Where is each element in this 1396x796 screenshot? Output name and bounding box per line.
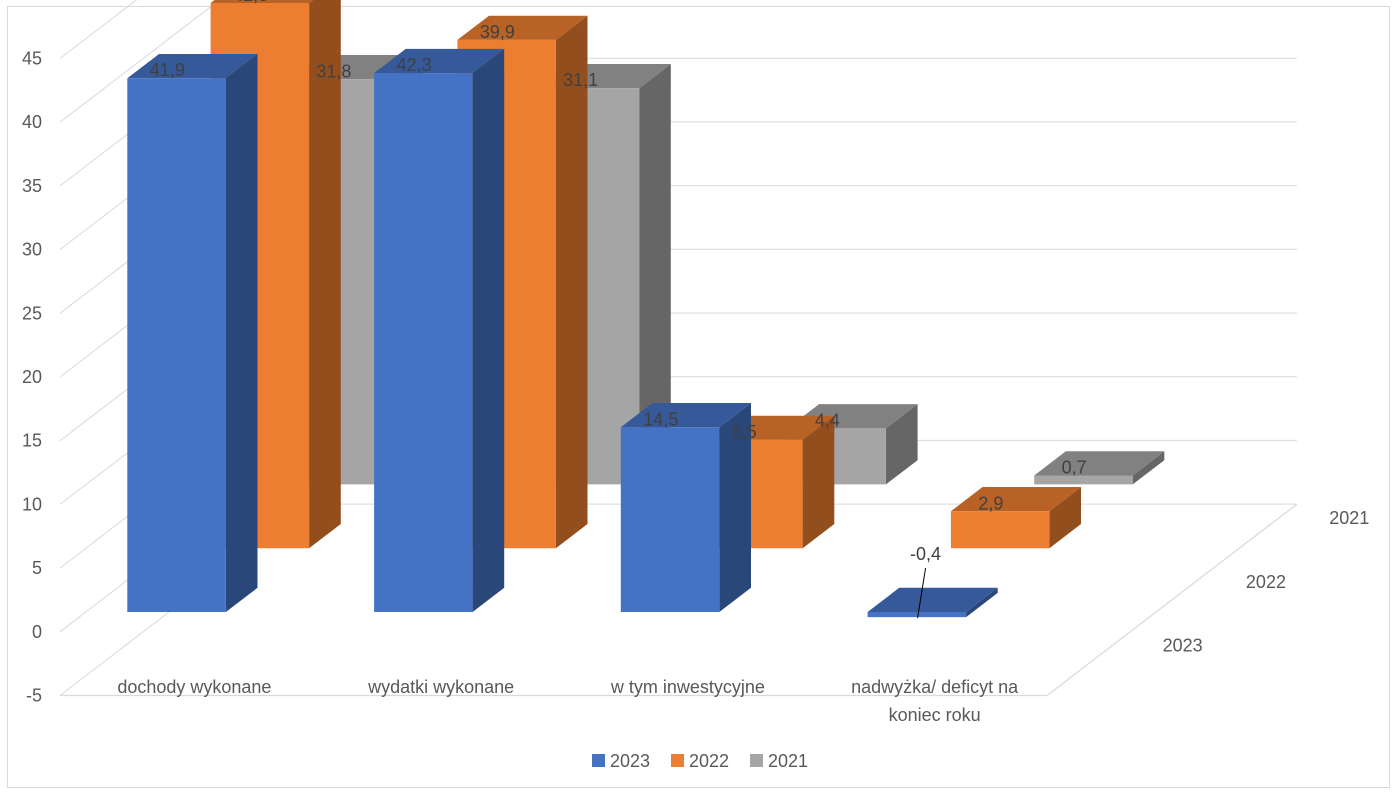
data-label: 4,4 xyxy=(815,410,840,430)
y-tick-label: 40 xyxy=(22,112,42,132)
bar-side xyxy=(885,404,918,485)
bar-side xyxy=(309,0,341,549)
bar-series xyxy=(127,0,1165,618)
bar-top xyxy=(620,403,751,428)
data-label: 0,7 xyxy=(1062,458,1087,478)
bar-top xyxy=(950,487,1081,512)
category-label: wydatki wykonane xyxy=(367,677,514,697)
data-label: 31,1 xyxy=(563,70,598,90)
bar-side xyxy=(639,64,671,485)
legend-label: 2022 xyxy=(689,751,729,771)
data-label: 31,8 xyxy=(316,61,351,81)
y-tick-label: 20 xyxy=(22,367,42,387)
bar-side xyxy=(1049,487,1081,549)
bar xyxy=(950,487,1081,549)
bar-top xyxy=(127,54,258,79)
bar xyxy=(374,48,505,613)
data-label: 8,5 xyxy=(732,422,757,442)
y-tick-label: 25 xyxy=(22,303,42,323)
bar-side xyxy=(1132,451,1165,485)
depth-label: 2022 xyxy=(1246,572,1286,592)
bar-top xyxy=(457,15,588,40)
depth-label: 2023 xyxy=(1163,636,1203,656)
y-tick-label: 5 xyxy=(32,558,42,578)
bar xyxy=(127,54,258,612)
bar-front xyxy=(867,612,967,618)
category-label: w tym inwestycyjne xyxy=(610,677,765,697)
bar-front xyxy=(950,511,1050,549)
bar-top xyxy=(867,587,998,612)
category-label: dochody wykonane xyxy=(117,677,271,697)
legend-swatch xyxy=(592,754,605,767)
y-axis-ticks: -5 0 5 10 15 20 25 30 35 40 45 xyxy=(22,49,42,706)
bar-side xyxy=(719,403,751,612)
data-label: -0,4 xyxy=(910,544,941,564)
bar-front xyxy=(1034,475,1133,485)
depth-label: 2021 xyxy=(1329,508,1369,528)
category-labels: dochody wykonane wydatki wykonane w tym in… xyxy=(117,677,1019,725)
category-label: koniec roku xyxy=(889,705,981,725)
data-label: 39,9 xyxy=(480,22,515,42)
legend-swatch xyxy=(750,754,763,767)
data-label: 14,5 xyxy=(643,409,678,429)
bar-front xyxy=(374,73,473,613)
data-label: 2,9 xyxy=(978,493,1003,513)
bar-front xyxy=(620,427,720,612)
legend-label: 2021 xyxy=(768,751,808,771)
gridline xyxy=(59,0,221,123)
bar-front xyxy=(127,78,226,612)
bar-top xyxy=(210,0,314,3)
bar xyxy=(620,403,751,612)
y-tick-label: 15 xyxy=(22,431,42,451)
depth-axis-labels: 2023 2022 2021 xyxy=(1163,508,1370,656)
data-labels: 31,8 31,1 4,4 0,7 42,8 39,9 8,5 2,9 41,9 42,3 14,5… xyxy=(150,0,1087,619)
data-label: 41,9 xyxy=(150,60,185,80)
bar-top xyxy=(374,48,505,74)
bar-side xyxy=(555,15,588,549)
category-label: nadwyżka/ deficyt na xyxy=(851,677,1019,697)
y-tick-label: 0 xyxy=(32,622,42,642)
data-label: 42,8 xyxy=(233,0,268,5)
bar xyxy=(867,587,998,618)
legend-label: 2023 xyxy=(610,751,650,771)
y-tick-label: -5 xyxy=(26,686,42,706)
bar-side xyxy=(472,48,505,612)
floor-edge xyxy=(60,503,1298,697)
bar xyxy=(1034,451,1165,485)
y-tick-label: 45 xyxy=(22,49,42,69)
bar-side xyxy=(802,415,835,549)
y-tick-label: 10 xyxy=(22,494,42,514)
bar-side xyxy=(225,54,258,612)
leader-line xyxy=(917,567,927,619)
data-label: 42,3 xyxy=(397,55,432,75)
bar-side xyxy=(966,587,998,618)
bar-top xyxy=(1034,451,1165,476)
y-tick-label: 35 xyxy=(22,176,42,196)
legend-swatch xyxy=(671,754,684,767)
y-tick-label: 30 xyxy=(22,240,42,260)
legend: 2023 2022 2021 xyxy=(592,751,808,771)
